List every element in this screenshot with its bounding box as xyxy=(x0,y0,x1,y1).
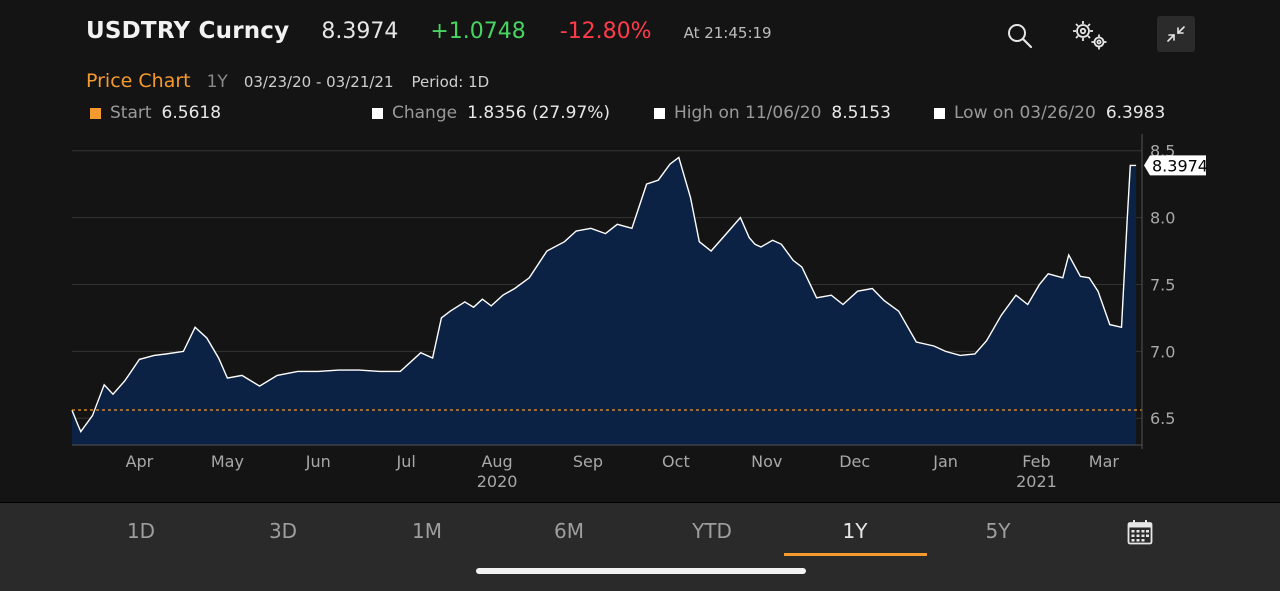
y-tick-label: 8.0 xyxy=(1150,209,1175,228)
calendar-icon[interactable] xyxy=(1127,519,1153,545)
stat-low: Low on 03/26/20 6.3983 xyxy=(934,103,1165,123)
net-change: +1.0748 xyxy=(430,19,526,44)
quote-line: USDTRY Curncy 8.3974 +1.0748 -12.80% At … xyxy=(86,18,772,44)
collapse-icon[interactable] xyxy=(1157,16,1195,52)
stat-value: 6.5618 xyxy=(161,103,222,123)
x-tick-label: Jan xyxy=(932,452,958,471)
settings-gears-icon[interactable] xyxy=(1070,18,1110,52)
tab-ytd[interactable]: YTD xyxy=(692,519,732,543)
stat-value: 8.5153 xyxy=(831,103,891,123)
x-year-label: 2020 xyxy=(477,472,518,491)
x-tick-label: Aug xyxy=(481,452,512,471)
y-tick-label: 7.0 xyxy=(1150,342,1175,361)
quote-time: At 21:45:19 xyxy=(683,24,772,42)
chart-title: Price Chart xyxy=(86,70,191,92)
stat-value: 1.8356 (27.97%) xyxy=(467,103,611,123)
search-icon[interactable] xyxy=(1006,22,1034,50)
x-tick-label: Jul xyxy=(396,452,416,471)
x-tick-label: Dec xyxy=(839,452,870,471)
tab-1d[interactable]: 1D xyxy=(126,519,156,543)
tab-5y[interactable]: 5Y xyxy=(985,519,1011,543)
start-marker-icon xyxy=(90,107,101,119)
stat-label: Low on 03/26/20 xyxy=(954,103,1096,123)
x-year-label: 2021 xyxy=(1016,472,1057,491)
y-tick-label: 6.5 xyxy=(1150,409,1175,428)
x-tick-label: May xyxy=(211,452,244,471)
low-marker-icon xyxy=(934,107,945,119)
x-tick-label: Sep xyxy=(573,452,603,471)
price-area xyxy=(72,157,1137,445)
tab-1y[interactable]: 1Y xyxy=(842,519,868,543)
stat-high: High on 11/06/20 8.5153 xyxy=(654,103,891,123)
last-price: 8.3974 xyxy=(321,19,399,44)
period-tabs: 1D 3D 1M 6M YTD 1Y 5Y xyxy=(0,503,1280,591)
price-chart[interactable]: 8.5 8.0 7.5 7.0 6.5 Apr May Jun Jul Aug 2020 Sep Oct… xyxy=(0,130,1280,502)
x-tick-label: Jun xyxy=(305,452,331,471)
stat-change: Change 1.8356 (27.97%) xyxy=(372,103,610,123)
active-tab-indicator xyxy=(784,553,927,556)
tab-6m[interactable]: 6M xyxy=(554,519,584,543)
home-indicator[interactable] xyxy=(476,568,806,574)
stat-label: Change xyxy=(392,103,458,123)
change-marker-icon xyxy=(372,107,383,119)
last-value-tag: 8.3974 xyxy=(1144,155,1208,176)
stats-row: Start 6.5618 Change 1.8356 (27.97%) High… xyxy=(90,103,1190,127)
last-value-label: 8.3974 xyxy=(1152,156,1208,175)
stat-label: Start xyxy=(110,103,152,123)
x-tick-label: Nov xyxy=(751,452,782,471)
period-label: Period: 1D xyxy=(411,73,490,91)
date-range: 03/23/20 - 03/21/21 xyxy=(243,73,394,91)
stat-value: 6.3983 xyxy=(1105,103,1166,123)
chart-subheader: Price Chart 1Y 03/23/20 - 03/21/21 Perio… xyxy=(86,70,489,92)
stat-label: High on 11/06/20 xyxy=(674,103,822,123)
period-short: 1Y xyxy=(206,72,228,92)
y-tick-label: 7.5 xyxy=(1150,275,1175,294)
x-tick-label: Apr xyxy=(126,452,154,471)
tab-1m[interactable]: 1M xyxy=(412,519,442,543)
tab-3d[interactable]: 3D xyxy=(268,519,298,543)
x-tick-label: Oct xyxy=(662,452,690,471)
header-bar: USDTRY Curncy 8.3974 +1.0748 -12.80% At … xyxy=(0,0,1280,150)
ticker-name: USDTRY Curncy xyxy=(86,18,290,44)
x-tick-label: Mar xyxy=(1089,452,1120,471)
last-value-tag-bg xyxy=(1144,155,1206,176)
high-marker-icon xyxy=(654,107,665,119)
percent-change: -12.80% xyxy=(559,19,652,44)
x-tick-label: Feb xyxy=(1022,452,1050,471)
price-line xyxy=(71,156,1137,434)
stat-start: Start 6.5618 xyxy=(90,103,221,123)
